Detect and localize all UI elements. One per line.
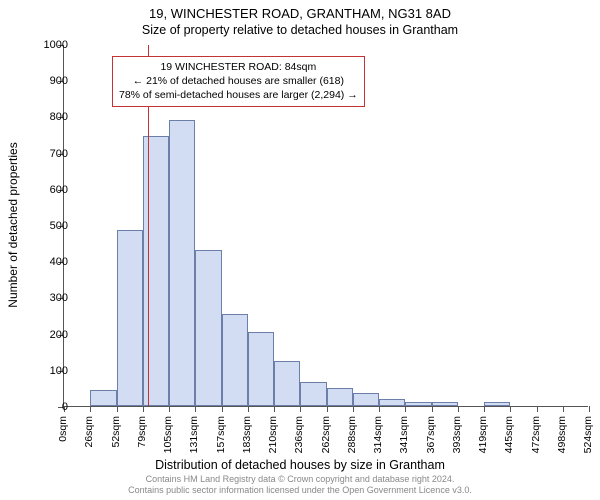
xtick-mark — [458, 406, 459, 412]
chart-title-sub: Size of property relative to detached ho… — [0, 21, 600, 37]
ytick-label: 800 — [50, 111, 68, 123]
histogram-bar — [484, 402, 510, 406]
xtick-label: 79sqm — [136, 416, 148, 448]
xtick-mark — [117, 406, 118, 412]
xtick-label: 341sqm — [398, 416, 410, 453]
histogram-bar — [195, 250, 221, 406]
xtick-label: 210sqm — [267, 416, 279, 453]
ytick-label: 400 — [50, 256, 68, 268]
xtick-label: 262sqm — [320, 416, 332, 453]
xtick-mark — [589, 406, 590, 412]
xtick-label: 419sqm — [477, 416, 489, 453]
histogram-bar — [143, 136, 169, 406]
histogram-bar — [327, 388, 353, 406]
xtick-label: 367sqm — [425, 416, 437, 453]
xtick-mark — [248, 406, 249, 412]
xtick-label: 288sqm — [346, 416, 358, 453]
annotation-line2: ← 21% of detached houses are smaller (61… — [119, 74, 358, 88]
ytick-label: 300 — [50, 292, 68, 304]
xtick-mark — [274, 406, 275, 412]
histogram-bar — [274, 361, 300, 406]
x-axis-label: Distribution of detached houses by size … — [0, 458, 600, 472]
xtick-label: 445sqm — [503, 416, 515, 453]
xtick-label: 524sqm — [582, 416, 594, 453]
xtick-label: 472sqm — [530, 416, 542, 453]
histogram-bar — [353, 393, 379, 406]
histogram-bar — [248, 332, 274, 406]
xtick-mark — [195, 406, 196, 412]
xtick-label: 498sqm — [556, 416, 568, 453]
annotation-box: 19 WINCHESTER ROAD: 84sqm← 21% of detach… — [112, 56, 365, 107]
copyright-line2: Contains public sector information licen… — [128, 485, 472, 495]
histogram-bar — [222, 314, 248, 406]
ytick-label: 100 — [50, 365, 68, 377]
xtick-label: 105sqm — [162, 416, 174, 453]
xtick-mark — [169, 406, 170, 412]
ytick-label: 0 — [62, 401, 68, 413]
chart-title-main: 19, WINCHESTER ROAD, GRANTHAM, NG31 8AD — [0, 0, 600, 21]
xtick-mark — [405, 406, 406, 412]
histogram-bar — [405, 402, 431, 406]
xtick-mark — [327, 406, 328, 412]
xtick-label: 314sqm — [372, 416, 384, 453]
copyright-line1: Contains HM Land Registry data © Crown c… — [146, 474, 455, 484]
ytick-label: 600 — [50, 184, 68, 196]
histogram-bar — [379, 399, 405, 406]
xtick-mark — [510, 406, 511, 412]
xtick-label: 236sqm — [293, 416, 305, 453]
xtick-label: 52sqm — [110, 416, 122, 448]
ytick-label: 500 — [50, 220, 68, 232]
histogram-bar — [117, 230, 143, 406]
histogram-bar — [169, 120, 195, 406]
copyright-notice: Contains HM Land Registry data © Crown c… — [0, 474, 600, 497]
xtick-mark — [432, 406, 433, 412]
xtick-label: 183sqm — [241, 416, 253, 453]
xtick-label: 0sqm — [57, 416, 69, 442]
xtick-label: 26sqm — [83, 416, 95, 448]
ytick-label: 900 — [50, 75, 68, 87]
ytick-label: 200 — [50, 329, 68, 341]
ytick-label: 700 — [50, 148, 68, 160]
xtick-mark — [222, 406, 223, 412]
xtick-mark — [484, 406, 485, 412]
xtick-label: 393sqm — [451, 416, 463, 453]
xtick-mark — [563, 406, 564, 412]
annotation-line1: 19 WINCHESTER ROAD: 84sqm — [119, 60, 358, 74]
histogram-bar — [432, 402, 458, 406]
xtick-mark — [90, 406, 91, 412]
xtick-label: 157sqm — [215, 416, 227, 453]
ytick-label: 1000 — [44, 39, 68, 51]
xtick-label: 131sqm — [188, 416, 200, 453]
xtick-mark — [537, 406, 538, 412]
xtick-mark — [379, 406, 380, 412]
xtick-mark — [143, 406, 144, 412]
xtick-mark — [300, 406, 301, 412]
histogram-bar — [300, 382, 326, 406]
y-axis-label: Number of detached properties — [6, 142, 20, 307]
annotation-line3: 78% of semi-detached houses are larger (… — [119, 88, 358, 102]
xtick-mark — [353, 406, 354, 412]
histogram-bar — [90, 390, 116, 406]
